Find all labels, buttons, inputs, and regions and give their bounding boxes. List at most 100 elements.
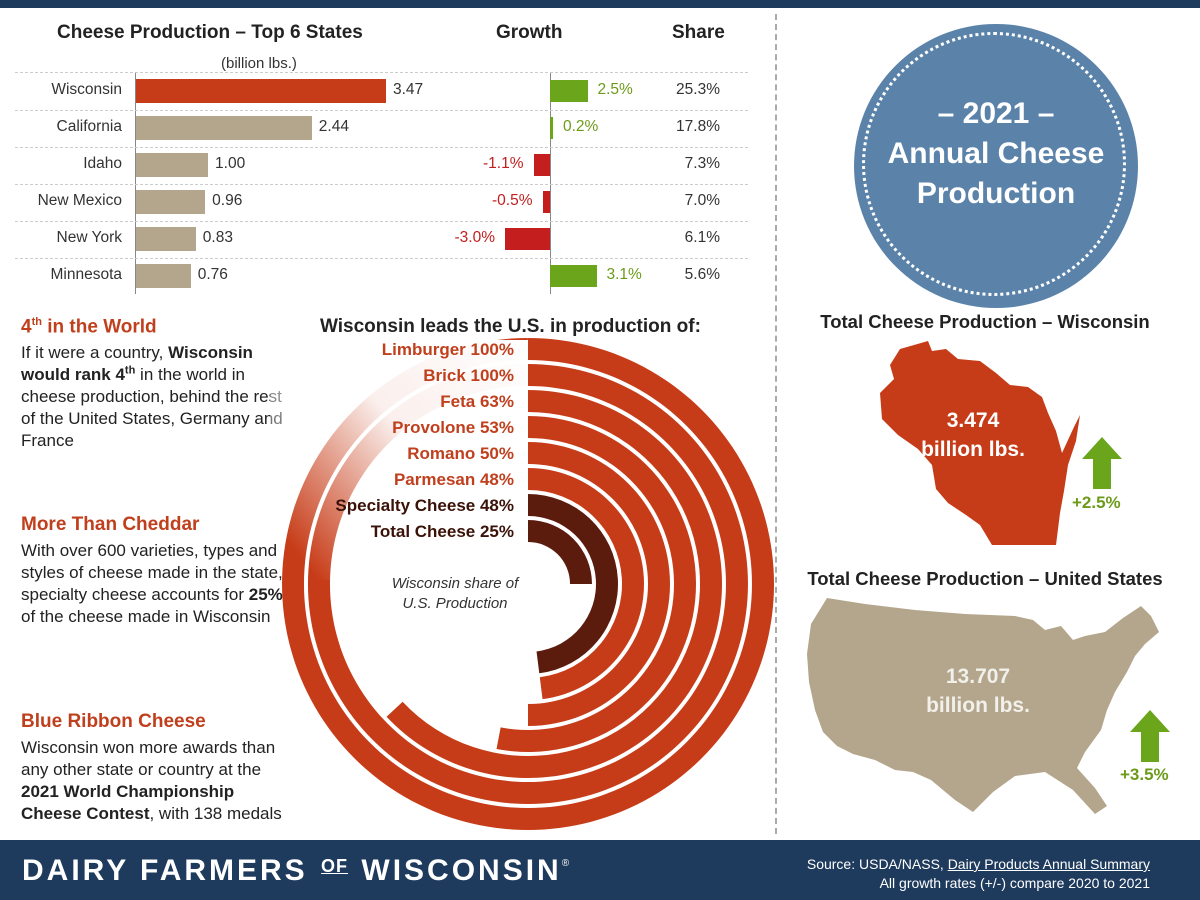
growth-value: 0.2% <box>563 118 599 135</box>
badge-text: – 2021 – Annual Cheese Production <box>864 94 1128 214</box>
source-line: Source: USDA/NASS, Dairy Products Annual… <box>807 856 1150 872</box>
growth-bar <box>550 117 553 139</box>
share-header: Share <box>672 22 725 43</box>
radial-label: Provolone 53% <box>392 418 514 437</box>
radial-chart: Limburger 100% Brick 100% Feta 63% Provolon… <box>270 338 775 830</box>
us-heading: Total Cheese Production – United States <box>807 568 1163 589</box>
badge-ring <box>862 32 1126 296</box>
radial-chart-title: Wisconsin leads the U.S. in production o… <box>320 316 701 337</box>
us-map <box>807 598 1159 814</box>
production-value: 2.44 <box>318 118 349 135</box>
radial-arc <box>528 442 670 726</box>
us-value-box: 13.707 billion lbs. <box>898 662 1058 720</box>
share-value: 7.0% <box>684 192 720 209</box>
brand-registered: ® <box>561 858 570 869</box>
source-prefix: Source: USDA/NASS, <box>806 856 948 872</box>
row-divider <box>15 257 748 259</box>
row-divider <box>15 109 748 111</box>
row-divider <box>15 183 748 185</box>
growth-bar <box>533 154 550 176</box>
us-value: 13.707 <box>945 665 1011 688</box>
production-bar <box>136 227 196 251</box>
brand-logo: DAIRY FARMERS OF WISCONSIN® <box>22 854 569 888</box>
production-value: 0.96 <box>212 192 243 209</box>
radial-label: Romano 50% <box>407 444 514 463</box>
row-divider <box>15 72 748 73</box>
state-label: Wisconsin <box>51 81 122 98</box>
production-bar <box>136 79 386 103</box>
wisconsin-shape <box>880 341 1080 545</box>
share-value: 6.1% <box>684 229 720 246</box>
footer-bar <box>0 840 1200 900</box>
share-value: 5.6% <box>684 266 720 283</box>
radial-label: Feta 63% <box>440 392 514 411</box>
us-up-arrow-icon <box>1130 710 1170 762</box>
growth-bar <box>542 191 550 213</box>
wisconsin-unit: billion lbs. <box>921 438 1025 461</box>
radial-label: Brick 100% <box>423 366 514 385</box>
state-label: Minnesota <box>50 266 122 283</box>
share-value: 25.3% <box>676 81 720 98</box>
bar-chart-title: Cheese Production – Top 6 States <box>57 22 363 43</box>
source-link[interactable]: Dairy Products Annual Summary <box>947 856 1150 872</box>
fact-text: With over 600 varieties, types and style… <box>21 541 283 626</box>
bar-chart-unit: (billion lbs.) <box>221 55 297 72</box>
brand-of: OF <box>321 856 349 876</box>
radial-center-label: Wisconsin share of U.S. Production <box>391 575 519 612</box>
growth-axis <box>550 72 551 294</box>
growth-value: 2.5% <box>597 81 633 98</box>
wisconsin-value-box: 3.474 billion lbs. <box>900 406 1046 464</box>
badge-year: – 2021 – <box>937 97 1055 130</box>
wisconsin-growth: +2.5% <box>1072 493 1121 512</box>
share-value: 7.3% <box>684 155 720 172</box>
share-value: 17.8% <box>676 118 720 135</box>
bar-axis <box>135 72 136 294</box>
production-bar <box>136 116 312 140</box>
badge-line3: Production <box>916 177 1076 210</box>
radial-label: Total Cheese 25% <box>371 522 514 541</box>
brand-part-a: DAIRY FARMERS <box>22 854 308 887</box>
radial-arc <box>386 390 723 778</box>
wisconsin-heading: Total Cheese Production – Wisconsin <box>820 311 1150 332</box>
state-label: New Mexico <box>37 192 122 209</box>
fact-text: If it were a country, Wisconsin would ra… <box>21 343 283 450</box>
production-value: 1.00 <box>215 155 246 172</box>
fact-heading: More Than Cheddar <box>21 514 200 535</box>
fact-heading: Blue Ribbon Cheese <box>21 711 206 732</box>
radial-label: Limburger 100% <box>382 340 514 359</box>
radial-arc <box>528 468 644 700</box>
fact-heading: 4th in the World <box>21 316 157 338</box>
us-shape <box>807 598 1159 814</box>
radial-arc <box>528 494 619 674</box>
row-divider <box>15 146 748 148</box>
production-value: 0.76 <box>197 266 228 283</box>
growth-bar <box>550 265 597 287</box>
growth-bar <box>550 80 588 102</box>
state-label: New York <box>56 229 122 246</box>
production-value: 3.47 <box>393 81 424 98</box>
growth-value: -3.0% <box>454 229 496 246</box>
state-label: California <box>56 118 122 135</box>
top-bar <box>0 0 1200 8</box>
column-divider <box>775 14 777 834</box>
production-bar <box>136 190 206 214</box>
growth-value: -0.5% <box>492 192 533 209</box>
growth-value: -1.1% <box>483 155 524 172</box>
fact-text: Wisconsin won more awards than any other… <box>21 738 282 823</box>
production-bar <box>136 264 191 288</box>
production-bar <box>136 153 209 177</box>
radial-label: Specialty Cheese 48% <box>335 496 514 515</box>
growth-value: 3.1% <box>606 266 642 283</box>
badge-line2: Annual Cheese <box>887 137 1105 170</box>
radial-label: Parmesan 48% <box>394 470 514 489</box>
us-unit: billion lbs. <box>926 694 1030 717</box>
production-value: 0.83 <box>202 229 233 246</box>
growth-note: All growth rates (+/-) compare 2020 to 2… <box>879 875 1150 891</box>
radial-arc <box>528 520 592 584</box>
growth-header: Growth <box>496 22 563 43</box>
us-growth: +3.5% <box>1120 765 1169 784</box>
radial-fade <box>270 340 528 580</box>
brand-part-b: WISCONSIN <box>361 854 562 887</box>
row-divider <box>15 220 748 222</box>
wisconsin-up-arrow-icon <box>1082 437 1122 489</box>
